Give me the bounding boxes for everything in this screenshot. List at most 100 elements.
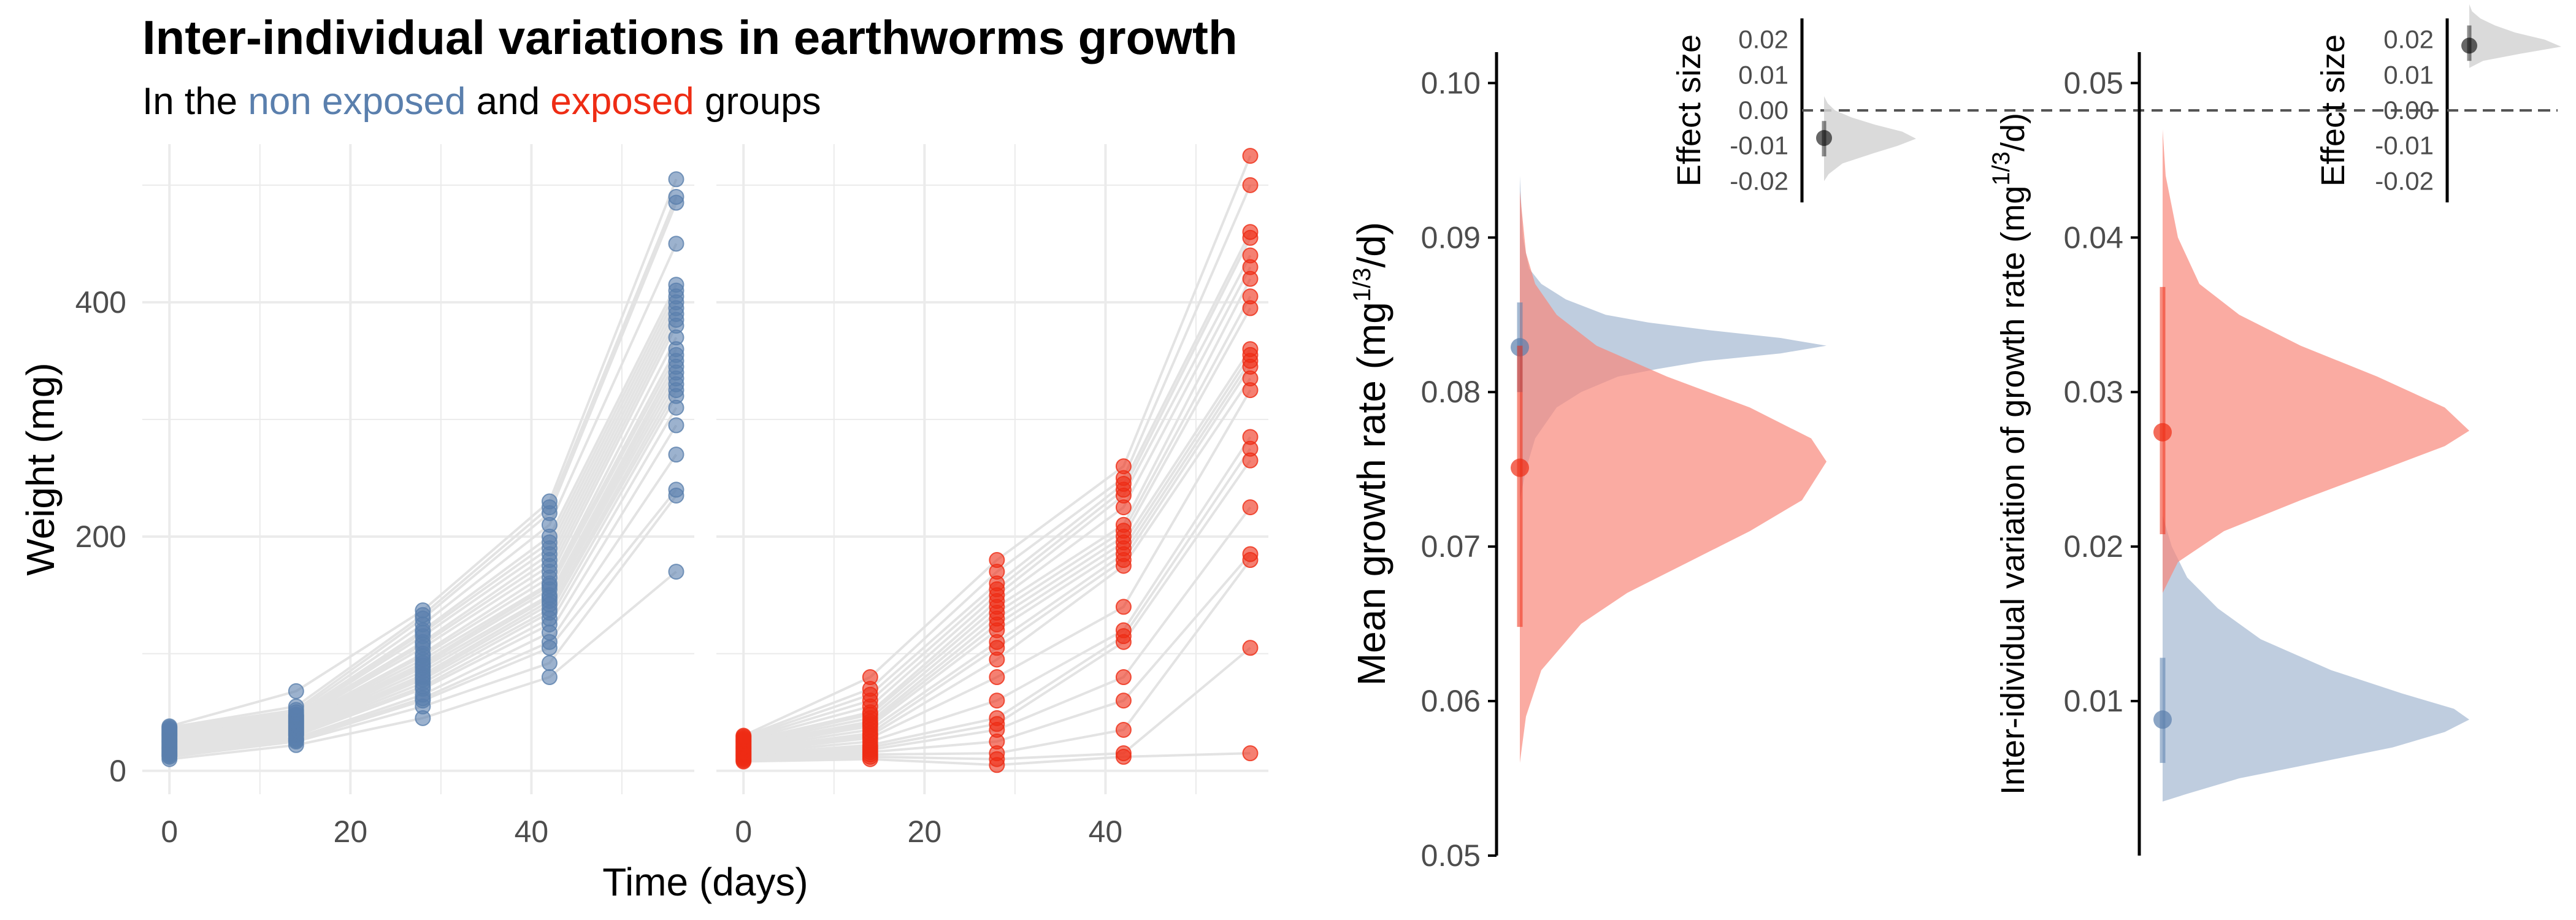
y-axis-label: Mean growth rate (mg1/3/d) [1349, 222, 1393, 686]
data-point [668, 417, 684, 434]
data-point [541, 669, 558, 686]
data-point [1242, 546, 1259, 562]
data-point [989, 710, 1005, 726]
y-tick-label: 0 [109, 754, 126, 788]
y-tick-label: 0.05 [1421, 838, 1481, 873]
subtitle-suffix: groups [694, 80, 821, 123]
subtitle-prefix: In the [142, 80, 248, 123]
y-tick-label: 0.09 [1421, 220, 1481, 255]
y-tick-label: 0.07 [1421, 529, 1481, 564]
data-point [668, 564, 684, 580]
y-tick-label: 0.06 [1421, 684, 1481, 718]
x-tick-label: 20 [908, 815, 942, 849]
data-point [1115, 692, 1132, 709]
x-tick-label: 20 [334, 815, 368, 849]
y-tick-label: 0.05 [2064, 66, 2123, 100]
y-tick-label: 200 [75, 519, 126, 554]
data-point [668, 236, 684, 252]
data-point [1115, 669, 1132, 686]
data-point [1242, 429, 1259, 445]
exposed-point-estimate [2153, 423, 2172, 442]
data-point [1242, 499, 1259, 516]
effect-size-point [1816, 130, 1832, 146]
data-point [1242, 247, 1259, 264]
chart-subtitle: In the non exposed and exposed groups [142, 80, 821, 123]
data-point [541, 493, 558, 510]
inset-y-tick-label: -0.02 [2375, 166, 2434, 195]
non-exposed-point-estimate [2153, 710, 2172, 729]
data-point [1115, 622, 1132, 638]
data-point [668, 481, 684, 498]
data-point [1242, 745, 1259, 762]
subtitle-mid: and [466, 80, 550, 123]
y-tick-label: 0.04 [2064, 220, 2123, 255]
inset-y-axis-label: Effect size [1671, 34, 1708, 186]
inset-y-tick-label: 0.00 [2383, 96, 2434, 125]
x-tick-label: 0 [161, 815, 178, 849]
exposed-weight-panel: 0 20 40 [716, 144, 1268, 849]
subtitle-exposed: exposed [550, 80, 694, 123]
data-point [1242, 640, 1259, 656]
mean-growth-rate-panel: 0.05 0.06 0.07 0.08 0.09 0.10 Mean growth rate… [1349, 18, 2558, 873]
non-exposed-density [1520, 175, 1827, 500]
subtitle-non-exposed: non exposed [248, 80, 466, 123]
data-point [415, 602, 431, 619]
inset-y-tick-label: 0.01 [2383, 60, 2434, 89]
data-point [288, 698, 304, 715]
x-tick-label: 0 [735, 815, 752, 849]
data-point [1242, 224, 1259, 240]
data-point [989, 552, 1005, 569]
data-point [161, 718, 178, 735]
data-point [1115, 745, 1132, 762]
data-point [1242, 341, 1259, 358]
inset-y-axis-label: Effect size [2315, 34, 2352, 186]
data-point [735, 727, 752, 744]
inset-y-tick-label: 0.02 [1738, 25, 1788, 54]
data-point [989, 669, 1005, 686]
inset-y-tick-label: -0.01 [1730, 131, 1788, 160]
y-tick-label: 0.10 [1421, 66, 1481, 100]
non-exposed-density [2163, 515, 2469, 802]
chart-title: Inter-individual variations in earthworm… [142, 10, 1238, 64]
exposed-density [1520, 191, 1827, 763]
y-tick-label: 0.02 [2064, 529, 2123, 564]
trajectory-line [743, 255, 1252, 742]
x-tick-label: 40 [1089, 815, 1123, 849]
data-point [1115, 721, 1132, 738]
data-point [1115, 516, 1132, 533]
data-point [862, 669, 878, 686]
y-tick-label: 0.01 [2064, 684, 2123, 718]
data-point [541, 655, 558, 672]
exposed-density [2163, 129, 2469, 593]
inter-individual-variation-panel: 0.01 0.02 0.03 0.04 0.05 Inter-idividual vari… [1988, 4, 2561, 856]
exposed-point-estimate [1511, 458, 1529, 477]
effect-size-density [1824, 96, 1916, 182]
data-point [1242, 288, 1259, 305]
data-point [668, 447, 684, 463]
x-axis-label: Time (days) [602, 860, 808, 904]
inset-y-tick-label: 0.02 [2383, 25, 2434, 54]
data-point [1242, 148, 1259, 164]
y-tick-label: 400 [75, 285, 126, 320]
inset-y-tick-label: -0.01 [2375, 131, 2434, 160]
inset-y-tick-label: 0.01 [1738, 60, 1788, 89]
effect-size-density [2469, 4, 2561, 68]
data-point [288, 683, 304, 699]
data-point [1242, 177, 1259, 193]
inset-y-tick-label: 0.00 [1738, 96, 1788, 125]
effect-size-point [2461, 37, 2477, 54]
y-tick-label: 0.03 [2064, 375, 2123, 409]
inset-y-tick-label: -0.02 [1730, 166, 1788, 195]
data-point [668, 171, 684, 188]
data-point [989, 692, 1005, 709]
data-point [1115, 599, 1132, 615]
y-axis-label: Inter-idividual variation of growth rate… [1988, 113, 2031, 795]
data-point [1115, 458, 1132, 475]
y-tick-label: 0.08 [1421, 375, 1481, 409]
y-axis-label: Weight (mg) [18, 362, 63, 575]
data-point [668, 277, 684, 293]
x-tick-label: 40 [515, 815, 549, 849]
data-point [668, 188, 684, 205]
